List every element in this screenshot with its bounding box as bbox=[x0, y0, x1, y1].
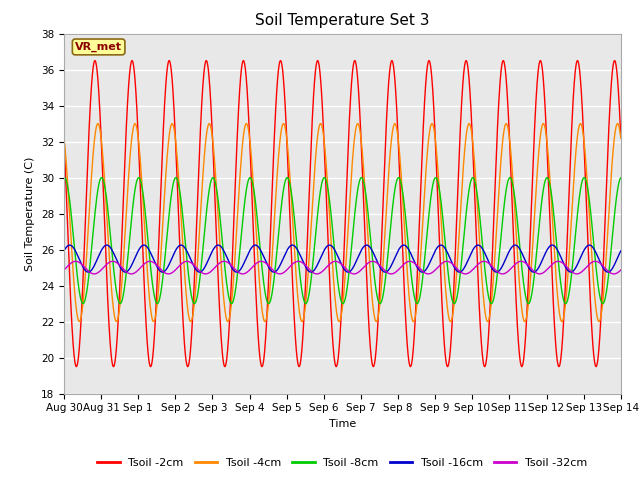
Tsoil -16cm bbox=[400, 242, 408, 248]
Tsoil -32cm bbox=[60, 267, 68, 273]
Text: VR_met: VR_met bbox=[75, 42, 122, 52]
Tsoil -4cm bbox=[391, 121, 399, 127]
Tsoil -8cm bbox=[124, 258, 131, 264]
Tsoil -4cm bbox=[274, 167, 282, 173]
Tsoil -4cm bbox=[124, 191, 131, 196]
Tsoil -8cm bbox=[547, 184, 554, 190]
Tsoil -8cm bbox=[274, 242, 282, 248]
Tsoil -16cm bbox=[381, 269, 389, 275]
Tsoil -8cm bbox=[395, 175, 403, 180]
Tsoil -32cm bbox=[406, 258, 413, 264]
Tsoil -16cm bbox=[547, 243, 554, 249]
Line: Tsoil -32cm: Tsoil -32cm bbox=[64, 261, 621, 274]
Tsoil -32cm bbox=[617, 267, 625, 273]
Tsoil -16cm bbox=[157, 268, 164, 274]
Line: Tsoil -4cm: Tsoil -4cm bbox=[64, 124, 621, 322]
Tsoil -32cm bbox=[298, 259, 305, 265]
X-axis label: Time: Time bbox=[329, 419, 356, 429]
Tsoil -2cm bbox=[124, 101, 131, 107]
Tsoil -16cm bbox=[606, 268, 614, 274]
Title: Soil Temperature Set 3: Soil Temperature Set 3 bbox=[255, 13, 429, 28]
Tsoil -2cm bbox=[274, 77, 282, 83]
Tsoil -8cm bbox=[298, 286, 305, 292]
Tsoil -16cm bbox=[617, 248, 625, 254]
Tsoil -8cm bbox=[60, 175, 68, 180]
Tsoil -8cm bbox=[157, 291, 164, 297]
Tsoil -8cm bbox=[376, 300, 384, 306]
Tsoil -32cm bbox=[547, 264, 554, 269]
Tsoil -2cm bbox=[547, 227, 554, 232]
Tsoil -2cm bbox=[157, 193, 164, 199]
Tsoil -16cm bbox=[274, 267, 282, 273]
Tsoil -16cm bbox=[298, 256, 305, 262]
Line: Tsoil -2cm: Tsoil -2cm bbox=[64, 60, 621, 367]
Tsoil -4cm bbox=[60, 135, 68, 141]
Legend: Tsoil -2cm, Tsoil -4cm, Tsoil -8cm, Tsoil -16cm, Tsoil -32cm: Tsoil -2cm, Tsoil -4cm, Tsoil -8cm, Tsoi… bbox=[93, 453, 592, 472]
Tsoil -16cm bbox=[60, 248, 68, 254]
Tsoil -4cm bbox=[157, 257, 164, 263]
Tsoil -16cm bbox=[124, 268, 131, 274]
Tsoil -8cm bbox=[617, 175, 625, 180]
Tsoil -4cm bbox=[606, 188, 614, 194]
Tsoil -32cm bbox=[274, 271, 282, 276]
Tsoil -8cm bbox=[606, 256, 614, 262]
Tsoil -2cm bbox=[606, 98, 614, 104]
Tsoil -4cm bbox=[410, 319, 417, 324]
Tsoil -32cm bbox=[157, 266, 164, 272]
Tsoil -2cm bbox=[617, 134, 625, 140]
Tsoil -2cm bbox=[298, 349, 305, 355]
Tsoil -2cm bbox=[388, 58, 396, 63]
Tsoil -4cm bbox=[617, 135, 625, 141]
Tsoil -2cm bbox=[406, 364, 414, 370]
Line: Tsoil -16cm: Tsoil -16cm bbox=[64, 245, 621, 272]
Tsoil -4cm bbox=[547, 181, 554, 187]
Tsoil -32cm bbox=[387, 271, 395, 277]
Y-axis label: Soil Temperature (C): Soil Temperature (C) bbox=[26, 156, 35, 271]
Tsoil -2cm bbox=[60, 134, 68, 140]
Tsoil -4cm bbox=[298, 319, 305, 324]
Line: Tsoil -8cm: Tsoil -8cm bbox=[64, 178, 621, 303]
Tsoil -32cm bbox=[606, 270, 614, 276]
Tsoil -32cm bbox=[124, 270, 131, 276]
